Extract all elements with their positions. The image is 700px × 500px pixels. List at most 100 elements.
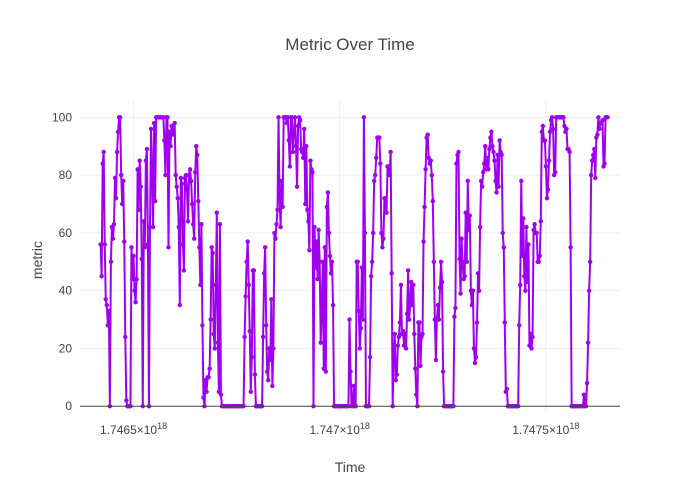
data-point [269, 297, 274, 302]
x-axis-title: Time [335, 459, 366, 475]
data-point [495, 152, 500, 158]
data-point [136, 207, 141, 212]
data-point [374, 155, 379, 160]
data-point [397, 320, 403, 325]
y-axis-title: metric [29, 241, 45, 279]
data-point [194, 144, 199, 149]
data-point [260, 334, 266, 340]
data-point [103, 297, 108, 302]
data-point [198, 282, 203, 288]
data-point [359, 265, 365, 270]
data-point [402, 331, 408, 337]
data-point [319, 302, 324, 308]
data-point [391, 349, 396, 354]
data-point [543, 164, 549, 169]
data-point [183, 172, 189, 178]
data-point [174, 184, 179, 189]
data-point [462, 274, 467, 279]
data-point [189, 201, 195, 207]
data-point [152, 198, 158, 204]
data-point [431, 259, 437, 264]
data-point [387, 172, 392, 178]
data-point [544, 196, 550, 201]
data-point [422, 204, 427, 210]
data-point [496, 184, 501, 189]
data-point [327, 253, 333, 259]
data-point [105, 323, 111, 328]
data-point [357, 346, 362, 351]
data-point [211, 331, 216, 337]
data-point [429, 172, 434, 178]
data-point [525, 279, 530, 285]
data-point [147, 224, 153, 230]
data-point [395, 343, 401, 348]
data-point [383, 201, 388, 207]
data-point [592, 146, 597, 152]
data-point [139, 256, 144, 262]
data-point [303, 201, 308, 207]
data-point [294, 184, 300, 189]
data-point [526, 242, 531, 247]
data-point [206, 375, 211, 380]
data-point [315, 276, 320, 282]
data-point [274, 222, 279, 227]
data-point [179, 181, 185, 186]
data-point [529, 346, 534, 351]
data-point [348, 369, 353, 374]
data-point [590, 158, 595, 163]
data-point [98, 242, 103, 247]
data-point [483, 144, 488, 149]
data-point [328, 271, 334, 276]
data-point [547, 129, 553, 134]
data-point [106, 308, 112, 314]
data-point [435, 302, 441, 308]
data-point [165, 115, 170, 120]
data-point [299, 149, 305, 155]
data-point [540, 123, 546, 129]
data-point [532, 222, 537, 227]
data-point [381, 236, 386, 241]
data-point [178, 175, 184, 181]
data-point [499, 152, 504, 158]
data-point [175, 196, 180, 201]
data-point [324, 204, 330, 210]
data-point [304, 144, 309, 149]
data-point [270, 383, 275, 389]
data-point [518, 282, 523, 288]
data-point [325, 190, 331, 195]
data-point [273, 236, 278, 241]
y-tick-label: 100 [52, 110, 72, 124]
data-point [500, 230, 505, 236]
data-point [163, 172, 168, 178]
data-point [524, 224, 529, 230]
data-point [469, 302, 475, 308]
data-point [454, 161, 459, 166]
data-point [430, 198, 435, 204]
data-point [185, 219, 191, 224]
data-point [292, 115, 298, 120]
data-point [410, 302, 415, 308]
data-point [330, 302, 336, 308]
data-point [482, 161, 487, 166]
data-point [368, 274, 374, 279]
data-point [396, 334, 402, 340]
data-point [181, 268, 187, 273]
data-point [101, 149, 106, 155]
data-point [586, 288, 592, 293]
data-point [111, 222, 117, 227]
data-point [373, 172, 378, 178]
data-point [121, 178, 126, 184]
data-point [453, 305, 458, 311]
data-point [471, 346, 477, 351]
y-tick-label: 60 [59, 226, 73, 240]
data-point [440, 369, 446, 374]
data-point [244, 259, 249, 264]
data-point [347, 317, 352, 322]
data-point [452, 314, 457, 319]
data-point [459, 236, 464, 241]
data-point [195, 152, 200, 158]
data-point [523, 288, 528, 293]
data-point [102, 242, 107, 247]
data-point [474, 320, 480, 325]
data-point [384, 210, 389, 215]
